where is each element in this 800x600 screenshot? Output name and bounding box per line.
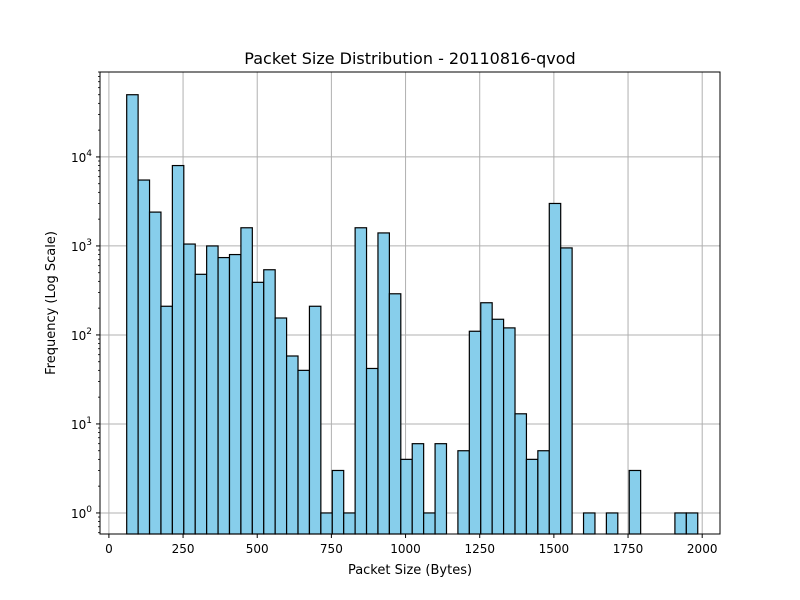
histogram-bar — [423, 512, 436, 535]
y-axis-label: Frequency (Log Scale) — [44, 231, 59, 375]
histogram-bar — [537, 450, 550, 535]
histogram-bar — [605, 512, 619, 535]
x-tick-label: 0 — [105, 542, 113, 556]
histogram-bar — [297, 369, 311, 535]
histogram-bar — [308, 305, 322, 535]
histogram-bar — [285, 355, 299, 535]
x-tick-label: 1750 — [613, 542, 644, 556]
histogram-bar — [320, 512, 333, 535]
histogram-bar — [354, 227, 368, 535]
histogram-bar — [685, 512, 699, 535]
histogram-bar — [194, 273, 208, 535]
histogram-bar — [137, 179, 151, 535]
x-tick-label: 2000 — [687, 542, 718, 556]
histogram-bar — [228, 253, 242, 535]
histogram-bar — [480, 302, 493, 535]
histogram-bar — [183, 243, 196, 535]
x-tick-label: 1500 — [539, 542, 570, 556]
histogram-bar — [411, 443, 425, 535]
histogram-bar — [628, 469, 642, 535]
histogram-bar — [434, 443, 448, 535]
histogram-bar — [206, 245, 219, 535]
y-tick-label: 100 — [71, 505, 92, 521]
histogram-bar — [251, 281, 265, 535]
histogram-bar — [560, 247, 573, 535]
histogram-bar — [457, 450, 470, 535]
histogram-bar — [160, 305, 173, 535]
x-tick-label: 250 — [172, 542, 195, 556]
histogram-bar — [343, 512, 356, 535]
histogram-bar — [377, 232, 390, 535]
histogram-bar — [331, 469, 345, 535]
histogram-bar — [217, 256, 231, 535]
axis-ticks: 0 250 500 750 1000 1250 1500 1750 2000 100 101 102 1… — [71, 71, 718, 556]
x-tick-label: 500 — [246, 542, 269, 556]
histogram-bar — [274, 317, 288, 535]
histogram-bar — [400, 458, 413, 535]
histogram-bar — [582, 512, 596, 535]
histogram-bar — [171, 164, 185, 535]
y-tick-label: 102 — [71, 327, 92, 343]
histogram-bar — [240, 227, 253, 535]
histogram-bar — [263, 269, 276, 535]
histogram-bar — [525, 458, 539, 535]
x-tick-label: 750 — [320, 542, 343, 556]
chart-title: Packet Size Distribution - 20110816-qvod — [244, 49, 575, 68]
histogram-bar — [365, 367, 379, 535]
plot-frame — [99, 71, 721, 535]
histogram-bar — [514, 413, 528, 535]
histogram-bar — [502, 327, 516, 535]
histogram-bars — [126, 94, 699, 535]
histogram-bar — [126, 94, 139, 535]
histogram-bar — [388, 293, 402, 535]
x-axis-label: Packet Size (Bytes) — [348, 563, 472, 578]
y-tick-label: 103 — [71, 238, 92, 254]
histogram-bar — [491, 318, 505, 535]
histogram-bar — [468, 330, 482, 535]
x-tick-label: 1000 — [390, 542, 421, 556]
y-tick-label: 104 — [71, 149, 92, 165]
histogram-bar — [148, 211, 162, 535]
histogram-bar — [674, 512, 687, 535]
x-tick-label: 1250 — [464, 542, 495, 556]
y-tick-label: 101 — [71, 416, 92, 432]
histogram-bar — [548, 202, 562, 535]
